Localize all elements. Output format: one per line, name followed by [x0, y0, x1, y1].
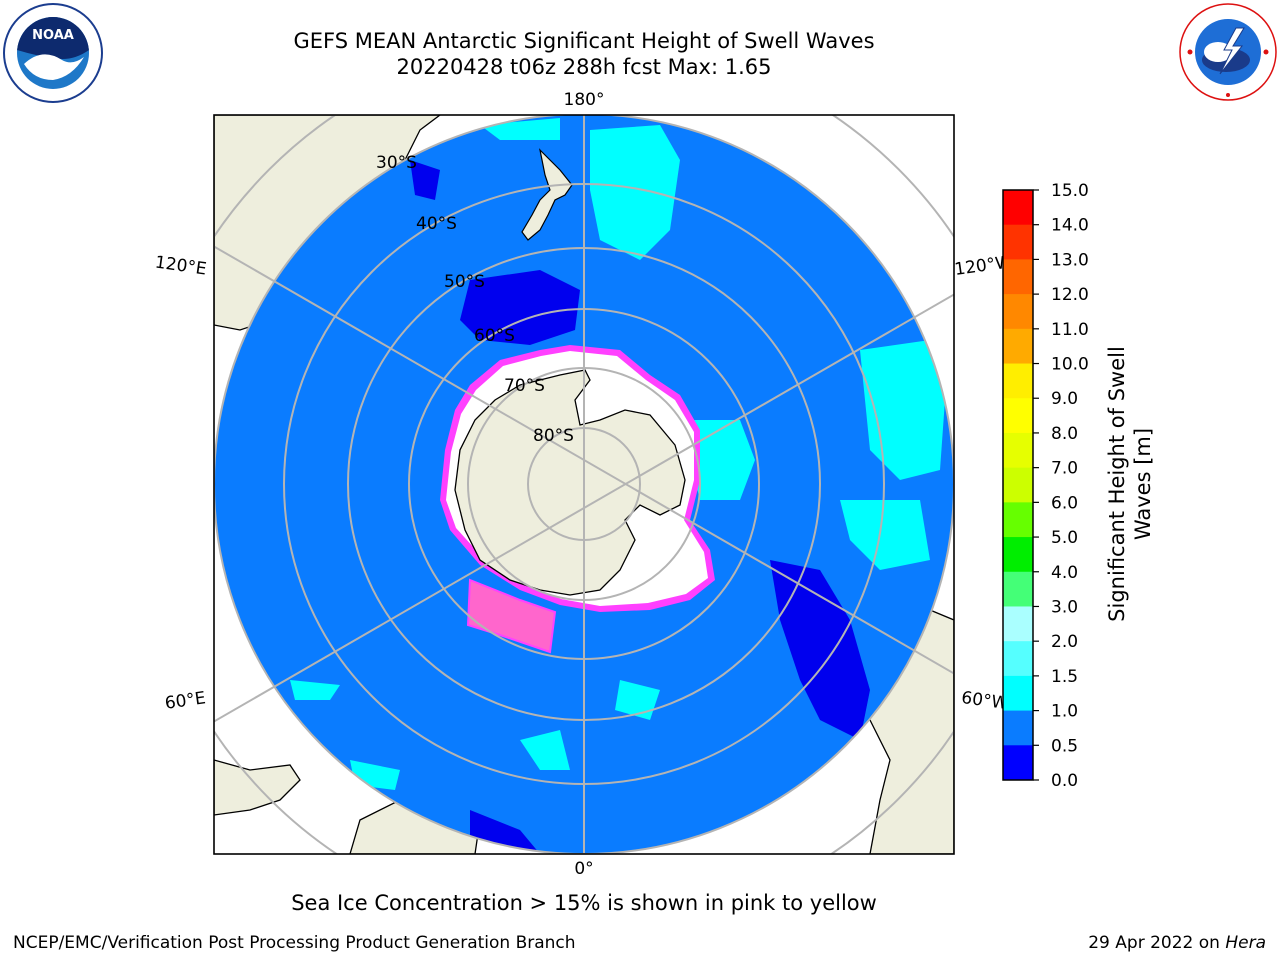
sea-ice-note: Sea Ice Concentration > 15% is shown in …: [291, 891, 877, 915]
colorbar-bin: [1003, 571, 1033, 607]
colorbar: 15.0 14.0 13.0 12.0 11.0 10.0 9.0 8.0 7.0 6.0 5.0 4…: [1002, 181, 1089, 791]
map-frame: [213, 114, 955, 855]
colorbar-tick-label: 4.0: [1051, 563, 1078, 583]
footer-credit: NCEP/EMC/Verification Post Processing Pr…: [13, 933, 576, 953]
colorbar-tick-label: 0.5: [1051, 736, 1078, 756]
lat-label-70s: 70°S: [504, 376, 545, 396]
lat-label-80s: 80°S: [533, 426, 574, 446]
colorbar-bin: [1003, 675, 1033, 712]
lon-label-60w: 60°W: [960, 688, 1009, 714]
colorbar-tick-label: 8.0: [1051, 424, 1078, 444]
nws-star-icon: [1187, 49, 1193, 55]
footer-host: Hera: [1225, 933, 1266, 953]
map-area: [214, 115, 954, 854]
lon-label-120e: 120°E: [154, 253, 208, 280]
colorbar-tick-label: 12.0: [1051, 285, 1089, 305]
colorbar-bin: [1003, 606, 1033, 642]
colorbar-label-line1: Significant Height of Swell: [1105, 346, 1129, 622]
colorbar-tick-label: 15.0: [1051, 181, 1089, 201]
colorbar-tick-label: 2.0: [1051, 632, 1078, 652]
colorbar-bin: [1003, 398, 1033, 434]
colorbar-bin: [1003, 432, 1033, 469]
colorbar-tick-label: 3.0: [1051, 597, 1078, 617]
noaa-logo-text: NOAA: [32, 28, 74, 43]
colorbar-bin: [1003, 328, 1033, 365]
lat-label-40s: 40°S: [416, 214, 457, 234]
lon-label-0: 0°: [574, 859, 593, 879]
colorbar-bin: [1003, 259, 1033, 295]
ice-concentration-patch: [466, 578, 557, 654]
colorbar-tick-label: 11.0: [1051, 320, 1089, 340]
colorbar-bin: [1003, 502, 1033, 538]
colorbar-tick-label: 5.0: [1051, 528, 1078, 548]
colorbar-bin: [1003, 363, 1033, 399]
lon-label-180: 180°: [564, 90, 605, 110]
nws-star-icon: [1263, 49, 1269, 55]
colorbar-tick-label: 7.0: [1051, 459, 1078, 479]
noaa-logo: NOAA: [3, 3, 103, 103]
colorbar-tick-label: 9.0: [1051, 389, 1078, 409]
colorbar-tick-label: 1.0: [1051, 702, 1078, 722]
colorbar-frame: [1002, 189, 1034, 781]
colorbar-bin: [1003, 467, 1033, 503]
nws-star-icon: [1226, 93, 1230, 97]
footer-date: 29 Apr 2022 on Hera: [1088, 933, 1266, 953]
colorbar-bin: [1003, 190, 1033, 226]
colorbar-bin: [1003, 537, 1033, 573]
colorbar-bin: [1003, 224, 1033, 260]
colorbar-tick-label: 13.0: [1051, 250, 1089, 270]
new-zealand: [521, 148, 573, 241]
lat-label-60s: 60°S: [474, 326, 515, 346]
colorbar-label-line2: Waves [m]: [1131, 428, 1155, 540]
lon-label-60e: 60°E: [164, 688, 207, 713]
colorbar-tick-label: 14.0: [1051, 216, 1089, 236]
colorbar-tick-label: 6.0: [1051, 493, 1078, 513]
title-line2: 20220428 t06z 288h fcst Max: 1.65: [396, 55, 772, 79]
lat-label-30s: 30°S: [376, 153, 417, 173]
footer-date-text: 29 Apr 2022 on: [1088, 933, 1226, 953]
colorbar-bin: [1003, 641, 1033, 677]
colorbar-tick-label: 10.0: [1051, 355, 1089, 375]
colorbar-bin: [1003, 710, 1033, 746]
lat-label-50s: 50°S: [444, 272, 485, 292]
colorbar-tick-label: 1.5: [1051, 667, 1078, 687]
colorbar-bin: [1003, 745, 1033, 781]
colorbar-bin: [1003, 294, 1033, 330]
title-line1: GEFS MEAN Antarctic Significant Height o…: [293, 29, 875, 53]
graticule: [214, 115, 954, 854]
nws-logo: [1179, 3, 1277, 101]
colorbar-tick-label: 0.0: [1051, 771, 1078, 791]
